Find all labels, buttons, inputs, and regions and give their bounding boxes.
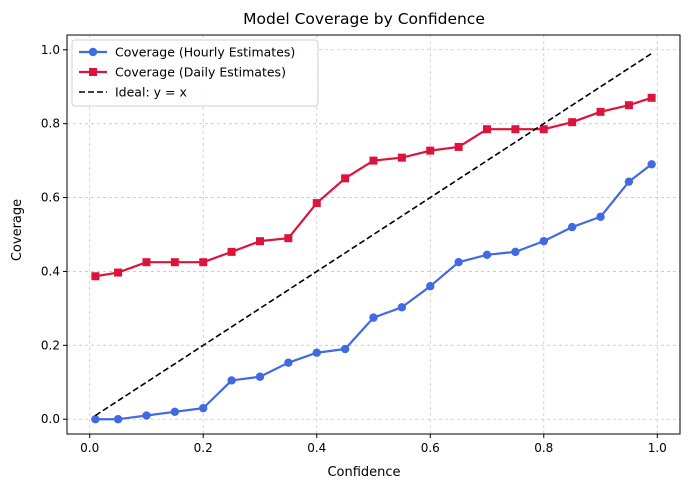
y-axis-label: Coverage (10, 199, 25, 261)
x-axis-label: Confidence (327, 465, 400, 480)
legend-label: Coverage (Hourly Estimates) (115, 45, 295, 60)
data-point (227, 376, 236, 385)
x-tick-label: 0.2 (194, 441, 213, 455)
data-point (142, 411, 151, 420)
data-point (539, 125, 548, 134)
data-point (113, 415, 123, 424)
legend-swatch-marker (89, 68, 97, 76)
legend-swatch-marker (88, 47, 98, 57)
data-point (596, 212, 605, 221)
data-point (114, 268, 123, 277)
x-tick-label: 0.0 (80, 441, 99, 455)
data-point (142, 258, 151, 267)
data-point (255, 237, 264, 246)
data-point (255, 372, 265, 381)
plot-area-frame (66, 34, 681, 435)
x-tick-label: 0.4 (307, 441, 326, 455)
series-2 (91, 93, 656, 281)
data-point (426, 282, 435, 291)
data-point (596, 107, 605, 116)
data-point (369, 313, 378, 322)
y-tick-label: 0.4 (41, 264, 60, 278)
data-point (647, 93, 656, 102)
chart-title: Model Coverage by Confidence (243, 10, 485, 28)
data-point (341, 174, 350, 183)
y-tick-label: 0.0 (41, 412, 60, 426)
series-layer (91, 52, 656, 424)
data-point (568, 118, 577, 127)
data-point (170, 258, 179, 267)
data-point (567, 222, 577, 232)
legend-label: Coverage (Daily Estimates) (115, 65, 286, 80)
x-tick-label: 1.0 (648, 441, 667, 455)
data-point (624, 177, 634, 186)
data-point (91, 415, 100, 424)
data-point (284, 358, 293, 367)
data-point (511, 247, 520, 257)
data-point (482, 250, 492, 260)
y-tick-label: 0.6 (41, 191, 60, 205)
data-point (284, 234, 293, 243)
legend-label: Ideal: y = x (115, 85, 187, 100)
series-line (94, 52, 653, 417)
data-point (539, 236, 548, 246)
data-point (426, 146, 435, 155)
data-point (511, 125, 520, 134)
data-point (199, 258, 208, 267)
data-point (454, 258, 463, 267)
data-point (340, 344, 350, 354)
data-point (369, 156, 378, 165)
data-point (647, 160, 656, 169)
x-tick-label: 0.8 (534, 441, 553, 455)
data-point (227, 247, 236, 256)
data-point (199, 403, 208, 413)
y-tick-label: 1.0 (41, 43, 60, 57)
y-tick-label: 0.2 (41, 338, 60, 352)
series-3 (94, 52, 653, 417)
x-tick-label: 0.6 (421, 441, 440, 455)
data-point (397, 153, 406, 162)
data-point (624, 101, 633, 110)
data-point (91, 272, 100, 281)
data-point (312, 199, 321, 208)
axis-ticks: 0.0 0.2 0.4 0.6 0.8 1.0 0.0 0.2 0.4 0.6 0.8 1.0 (41, 43, 667, 455)
legend-box (71, 39, 319, 107)
data-point (170, 407, 180, 417)
data-point (312, 348, 321, 357)
y-tick-label: 0.8 (41, 117, 60, 131)
data-point (454, 142, 463, 151)
legend: Coverage (Hourly Estimates) Coverage (Dai… (71, 39, 319, 107)
series-1 (91, 160, 656, 424)
data-point (483, 125, 492, 134)
data-point (397, 303, 407, 312)
